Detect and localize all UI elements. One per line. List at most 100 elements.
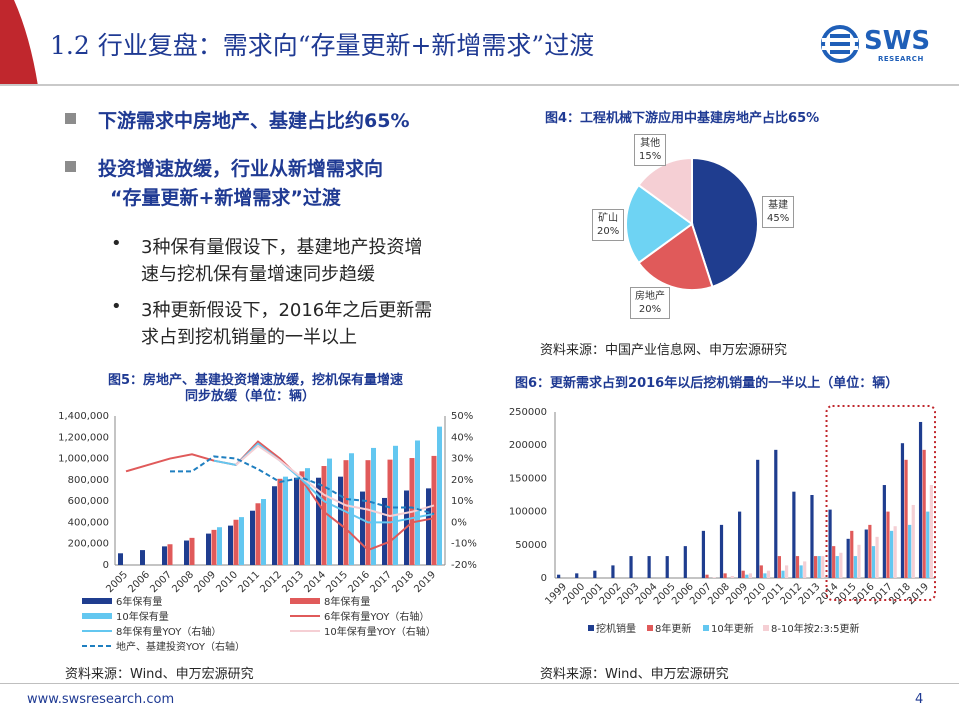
bar — [701, 530, 706, 578]
pie-slice-mining — [625, 183, 694, 265]
x-tick-label: 2009 — [192, 569, 218, 595]
bar — [853, 556, 857, 578]
bar — [228, 525, 233, 565]
bar — [261, 499, 266, 565]
bar — [784, 565, 789, 578]
fig4-source: 资料来源：中国产业信息网、申万宏源研究 — [540, 343, 788, 358]
bar — [766, 570, 771, 578]
legend-label: 10年保有量 — [116, 610, 169, 623]
y-tick-label: 250000 — [509, 407, 547, 418]
sub-bullet-dot: • — [111, 296, 122, 317]
y2-tick-label: 50% — [451, 411, 473, 422]
y2-tick-label: 40% — [451, 432, 473, 443]
series-line — [235, 444, 435, 518]
footer-divider — [0, 683, 959, 684]
bar — [900, 443, 905, 578]
y2-tick-label: 0% — [451, 517, 467, 528]
bullet-2-line1: 投资增速放缓，行业从新增需求向 — [98, 158, 384, 180]
y2-tick-label: 20% — [451, 475, 473, 486]
legend-label: 10年更新 — [711, 622, 754, 635]
y-tick-label: 0 — [103, 560, 109, 571]
bar — [277, 478, 283, 565]
y2-tick-label: -20% — [451, 560, 477, 571]
bar — [741, 570, 745, 578]
bar — [250, 510, 255, 565]
bar — [875, 536, 879, 578]
legend-swatch — [82, 613, 112, 619]
x-tick-label: 2012 — [258, 569, 284, 595]
y-tick-label: 200,000 — [68, 539, 109, 550]
sub-bullet-1-line2: 速与挖机保有量增速同步趋缓 — [141, 264, 375, 285]
bar — [305, 468, 310, 565]
bar — [255, 503, 261, 565]
fig6-bar-chart: 0500001000001500002000002500001999200020… — [509, 405, 936, 635]
fig5-caption-line1: 图5：房地产、基建投资增速放缓，挖机保有量增速 — [108, 373, 404, 388]
bar — [593, 570, 597, 578]
legend-label: 挖机销量 — [596, 622, 636, 635]
bar — [239, 517, 244, 565]
bar — [810, 495, 814, 578]
y-tick-label: 100000 — [509, 507, 547, 518]
legend-swatch — [647, 625, 653, 631]
y2-tick-label: -10% — [451, 539, 477, 550]
bar — [835, 556, 839, 578]
bar — [723, 573, 727, 578]
bar — [904, 459, 908, 578]
sub-bullet-2-line1: 3种更新假设下，2016年之后更新需 — [141, 300, 433, 321]
bar — [748, 573, 752, 578]
bar — [738, 511, 742, 578]
fig6-source: 资料来源：Wind、申万宏源研究 — [540, 667, 729, 682]
y-tick-label: 0 — [541, 573, 547, 584]
bar — [705, 574, 709, 578]
sub-bullet-1-line1: 3种保有量假设下，基建地产投资增 — [141, 237, 423, 258]
bar — [431, 455, 437, 565]
footer-url[interactable]: www.swsresearch.com — [27, 692, 175, 707]
x-tick-label: 2008 — [170, 569, 196, 595]
bar — [189, 537, 195, 565]
fig6-caption: 图6：更新需求占到2016年以后挖机销量的一半以上（单位：辆） — [515, 376, 899, 391]
page-number: 4 — [915, 692, 924, 707]
bar — [832, 546, 836, 578]
x-tick-label: 2011 — [236, 569, 262, 595]
bar — [882, 485, 886, 578]
bar — [140, 550, 145, 565]
series-line — [170, 455, 435, 515]
bar — [611, 565, 615, 578]
bar — [918, 421, 923, 578]
pie-label-mining: 矿山 20% — [592, 209, 625, 241]
bar — [774, 449, 778, 578]
x-tick-label: 2017 — [368, 569, 394, 595]
bar — [316, 477, 321, 565]
bar — [889, 530, 894, 578]
title-accent-shape — [0, 0, 38, 86]
bar — [683, 546, 687, 578]
sub-bullet-2-line2: 求占到挖机销量的一半以上 — [141, 327, 357, 348]
x-tick-label: 2005 — [104, 569, 130, 595]
highlight-box — [825, 405, 936, 601]
bar — [821, 556, 825, 578]
bar — [349, 453, 354, 565]
bullet-2-line2: “存量更新+新增需求”过渡 — [110, 187, 341, 209]
fig5-caption-line2: 同步放缓（单位：辆） — [185, 389, 316, 404]
bar — [871, 546, 876, 578]
bar — [387, 459, 393, 565]
bar — [777, 556, 781, 578]
x-tick-label: 2013 — [280, 569, 306, 595]
bar — [321, 466, 327, 565]
legend-label: 8-10年按2:3:5更新 — [771, 622, 860, 635]
bar — [850, 530, 854, 578]
y-tick-label: 150000 — [509, 473, 547, 484]
x-tick-label: 2018 — [390, 569, 416, 595]
pie-slice-infrastructure — [691, 156, 759, 289]
logo-subtext: RESEARCH — [878, 55, 924, 63]
bar — [813, 556, 818, 578]
bar — [294, 477, 299, 565]
bar — [929, 485, 933, 578]
y-tick-label: 1,000,000 — [58, 454, 109, 465]
bar — [828, 509, 832, 578]
bar — [864, 529, 868, 578]
x-tick-label: 2006 — [126, 569, 152, 595]
bar — [730, 576, 734, 578]
bar — [759, 565, 763, 578]
fig4-caption: 图4：工程机械下游应用中基建房地产占比65% — [545, 111, 820, 126]
